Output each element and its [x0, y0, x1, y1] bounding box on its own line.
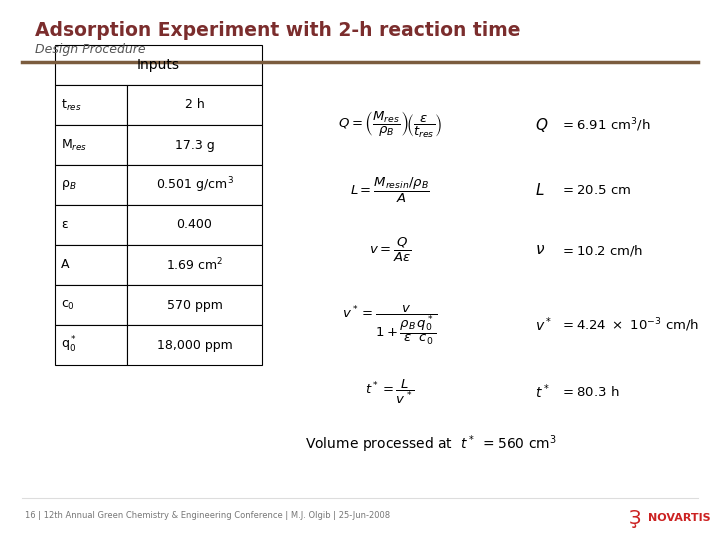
Text: $\mathit{t}^*$: $\mathit{t}^*$ [535, 383, 550, 401]
Bar [127, 285, 262, 325]
Text: Ҙ: Ҙ [629, 509, 642, 528]
Text: ε: ε [61, 219, 68, 232]
Text: 16 | 12th Annual Green Chemistry & Engineering Conference | M.J. Olgib | 25-Jun-: 16 | 12th Annual Green Chemistry & Engin… [25, 510, 390, 519]
Text: 18,000 ppm: 18,000 ppm [157, 339, 233, 352]
Text: $L=\dfrac{M_{resin}/\rho_B}{A}$: $L=\dfrac{M_{resin}/\rho_B}{A}$ [350, 176, 430, 205]
Bar [55, 45, 262, 85]
Bar [55, 125, 127, 165]
Text: NOVARTIS: NOVARTIS [648, 513, 711, 523]
Text: $\mathit{L}$: $\mathit{L}$ [535, 182, 544, 198]
Text: $= 20.5\ \mathrm{cm}$: $= 20.5\ \mathrm{cm}$ [560, 184, 631, 197]
Text: $\mathit{Q}$: $\mathit{Q}$ [535, 116, 549, 134]
Text: $= 10.2\ \mathrm{cm/h}$: $= 10.2\ \mathrm{cm/h}$ [560, 242, 644, 258]
Text: Inputs: Inputs [137, 58, 180, 72]
Text: $t^*=\dfrac{L}{v^*}$: $t^*=\dfrac{L}{v^*}$ [365, 378, 415, 406]
Text: 0.501 g/cm$^3$: 0.501 g/cm$^3$ [156, 175, 233, 195]
Bar [127, 325, 262, 365]
Bar [127, 85, 262, 125]
Text: $\mathit{v}^*$: $\mathit{v}^*$ [535, 316, 552, 334]
Text: Volume processed at $\ \mathit{t}^*\ = 560\ \mathrm{cm^3}$: Volume processed at $\ \mathit{t}^*\ = 5… [305, 433, 557, 455]
Text: Design Procedure: Design Procedure [35, 43, 145, 56]
Text: $= 4.24\ \times\ 10^{-3}\ \mathrm{cm/h}$: $= 4.24\ \times\ 10^{-3}\ \mathrm{cm/h}$ [560, 316, 699, 334]
Text: q$_0^*$: q$_0^*$ [61, 335, 77, 355]
Text: c$_0$: c$_0$ [61, 299, 75, 312]
Bar [127, 165, 262, 205]
Bar [127, 245, 262, 285]
Bar [55, 205, 127, 245]
Bar [55, 165, 127, 205]
Bar [55, 85, 127, 125]
Text: $Q=\left(\dfrac{M_{res}}{\rho_B}\right)\!\left(\dfrac{\varepsilon}{t_{res}}\righ: $Q=\left(\dfrac{M_{res}}{\rho_B}\right)\… [338, 110, 442, 140]
Text: $v=\dfrac{Q}{A\varepsilon}$: $v=\dfrac{Q}{A\varepsilon}$ [369, 236, 411, 264]
Bar [127, 125, 262, 165]
Text: $v^*=\dfrac{v}{1+\dfrac{\rho_B}{\varepsilon}\dfrac{q_0^*}{c_0}}$: $v^*=\dfrac{v}{1+\dfrac{\rho_B}{\varepsi… [342, 303, 438, 347]
Text: 17.3 g: 17.3 g [175, 138, 215, 152]
Text: A: A [61, 259, 70, 272]
Text: $= 80.3\ \mathrm{h}$: $= 80.3\ \mathrm{h}$ [560, 385, 619, 399]
Text: M$_{res}$: M$_{res}$ [61, 138, 87, 152]
Text: 2 h: 2 h [184, 98, 204, 111]
Text: 0.400: 0.400 [176, 219, 212, 232]
Bar [55, 245, 127, 285]
Bar [55, 285, 127, 325]
Text: 570 ppm: 570 ppm [166, 299, 222, 312]
Text: t$_{res}$: t$_{res}$ [61, 97, 81, 112]
Text: ρ$_B$: ρ$_B$ [61, 178, 76, 192]
Bar [55, 325, 127, 365]
Text: $\mathit{\nu}$: $\mathit{\nu}$ [535, 242, 545, 258]
Text: 1.69 cm$^2$: 1.69 cm$^2$ [166, 256, 223, 273]
Text: Adsorption Experiment with 2-h reaction time: Adsorption Experiment with 2-h reaction … [35, 21, 521, 40]
Bar [127, 205, 262, 245]
Text: $= 6.91\ \mathrm{cm^3/h}$: $= 6.91\ \mathrm{cm^3/h}$ [560, 116, 650, 134]
